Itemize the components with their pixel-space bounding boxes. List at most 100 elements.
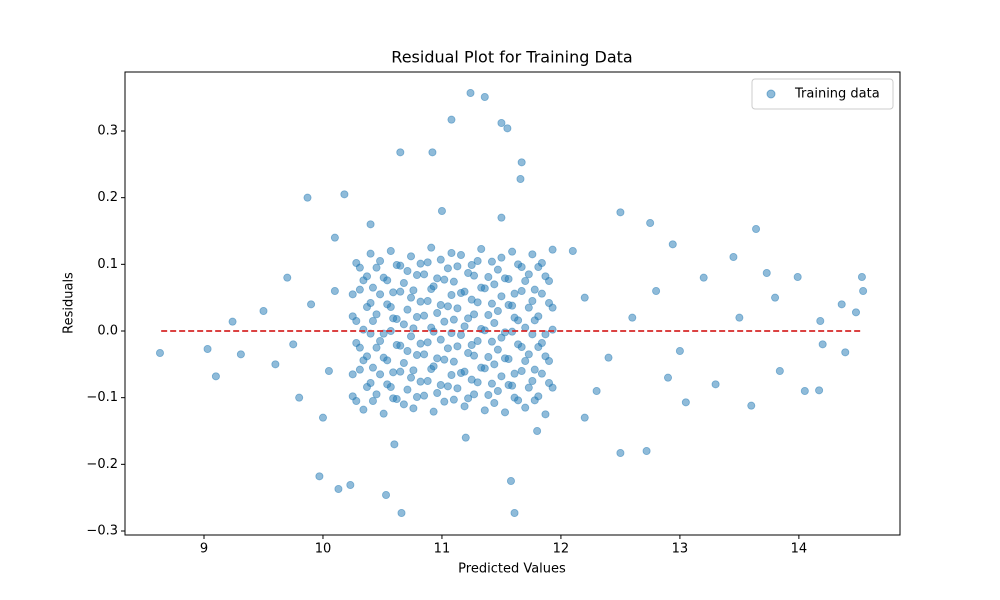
point — [466, 89, 475, 98]
point — [490, 280, 499, 289]
point — [330, 233, 339, 242]
y-tick-label: 0.2 — [97, 190, 118, 205]
point — [392, 314, 401, 323]
point — [315, 472, 324, 481]
point — [376, 336, 385, 345]
point — [530, 285, 539, 294]
point — [460, 322, 469, 331]
point — [487, 379, 496, 388]
point — [449, 357, 458, 366]
point — [236, 350, 245, 359]
point — [461, 433, 470, 442]
point — [508, 301, 517, 310]
point — [517, 366, 526, 375]
point — [447, 290, 456, 299]
point — [259, 306, 268, 315]
point — [436, 255, 445, 264]
point — [420, 270, 429, 279]
point — [510, 289, 519, 298]
point — [537, 289, 546, 298]
point — [453, 304, 462, 313]
point — [440, 275, 449, 284]
point — [477, 244, 486, 253]
point — [456, 250, 465, 259]
point — [412, 270, 421, 279]
point — [383, 276, 392, 285]
point — [528, 250, 537, 259]
point — [396, 287, 405, 296]
point — [453, 384, 462, 393]
point — [412, 392, 421, 401]
point — [403, 346, 412, 355]
point — [484, 390, 493, 399]
point — [433, 274, 442, 283]
legend-marker — [766, 89, 776, 99]
point — [289, 340, 298, 349]
point — [420, 350, 429, 359]
point — [372, 390, 381, 399]
point — [443, 264, 452, 273]
x-axis-label: Predicted Values — [458, 562, 566, 577]
point — [386, 302, 395, 311]
point — [396, 341, 405, 350]
point — [409, 404, 418, 413]
point — [386, 246, 395, 255]
point — [396, 261, 405, 270]
point — [652, 286, 661, 295]
point — [762, 268, 771, 277]
point — [324, 366, 333, 375]
point — [837, 300, 846, 309]
point — [440, 317, 449, 326]
point — [521, 403, 530, 412]
point — [382, 490, 391, 499]
point — [484, 272, 493, 281]
point — [460, 367, 469, 376]
point — [480, 284, 489, 293]
chart-title: Residual Plot for Training Data — [391, 48, 632, 67]
point — [362, 272, 371, 281]
point — [497, 292, 506, 301]
point — [407, 332, 416, 341]
point — [528, 376, 537, 385]
point — [407, 373, 416, 382]
point — [355, 263, 364, 272]
point — [423, 258, 432, 267]
point — [399, 400, 408, 409]
point — [487, 299, 496, 308]
point — [516, 174, 525, 183]
point — [490, 360, 499, 369]
point — [775, 366, 784, 375]
point — [642, 446, 651, 455]
point — [508, 247, 517, 256]
point — [340, 190, 349, 199]
point — [729, 252, 738, 261]
point — [429, 282, 438, 291]
point — [568, 246, 577, 255]
point — [504, 274, 513, 283]
point — [447, 115, 456, 124]
point — [548, 245, 557, 254]
point — [467, 375, 476, 384]
point — [303, 193, 312, 202]
point — [487, 257, 496, 266]
point — [815, 386, 824, 395]
point — [420, 391, 429, 400]
point — [541, 330, 550, 339]
point — [506, 476, 515, 485]
point — [510, 508, 519, 517]
point — [484, 310, 493, 319]
point — [771, 293, 780, 302]
point — [368, 316, 377, 325]
point — [433, 354, 442, 363]
point — [517, 158, 526, 167]
point — [508, 381, 517, 390]
point — [524, 383, 533, 392]
point — [816, 316, 825, 325]
point — [752, 224, 761, 233]
point — [524, 270, 533, 279]
point — [449, 315, 458, 324]
point — [460, 402, 469, 411]
point — [480, 406, 489, 415]
point — [330, 286, 339, 295]
point — [534, 312, 543, 321]
